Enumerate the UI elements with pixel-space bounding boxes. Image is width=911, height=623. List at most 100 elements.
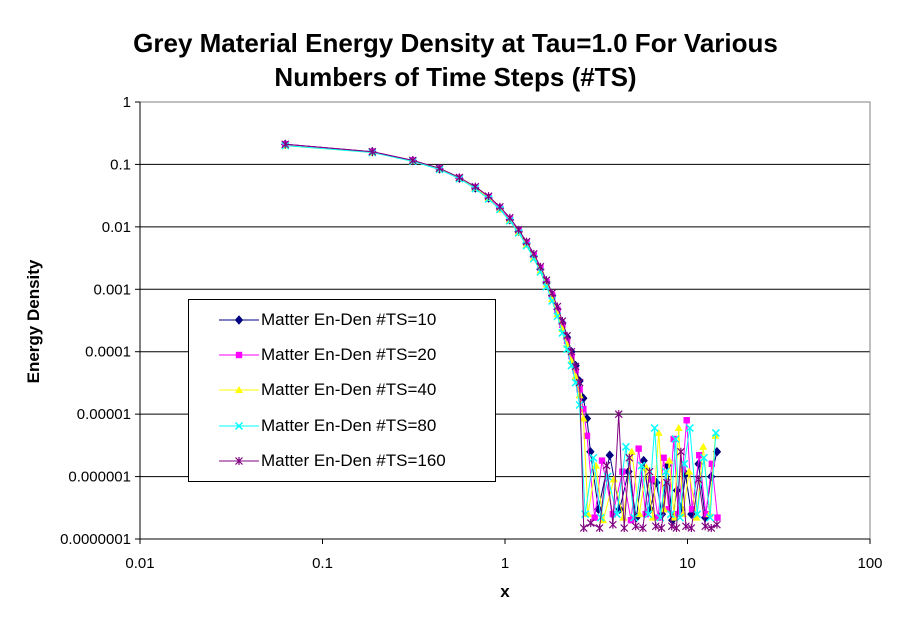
data-point (676, 447, 685, 456)
data-point (657, 524, 666, 533)
data-point (548, 289, 557, 298)
y-axis-title: Energy Density (24, 259, 43, 383)
data-point (714, 514, 721, 521)
data-point (563, 345, 572, 354)
data-point (693, 510, 702, 519)
data-point (708, 460, 716, 468)
series-5 (281, 140, 721, 533)
data-point (536, 262, 545, 271)
data-point (692, 513, 701, 521)
data-point (548, 294, 557, 302)
legend-item: Matter En-Den #TS=160 (189, 450, 495, 472)
data-point (662, 478, 671, 487)
data-point (572, 367, 579, 374)
x-axis-title: x (500, 582, 510, 601)
data-point (591, 461, 600, 469)
data-point (639, 524, 647, 533)
data-point (627, 447, 636, 455)
data-point (687, 524, 696, 533)
data-point (699, 453, 708, 462)
data-point (563, 340, 572, 348)
data-point (522, 237, 531, 246)
y-tick-label: 0.01 (102, 219, 131, 236)
data-point (563, 331, 571, 340)
data-point (660, 454, 667, 461)
data-point (642, 510, 649, 518)
data-point (567, 347, 576, 356)
data-point (591, 514, 598, 521)
data-point (696, 451, 703, 459)
legend-label: Matter En-Den #TS=10 (261, 310, 437, 329)
data-point (598, 457, 606, 464)
data-point (495, 202, 504, 211)
data-point (579, 524, 588, 533)
y-tick-label: 0.000001 (68, 469, 131, 486)
data-point (408, 156, 417, 165)
data-point (368, 147, 377, 156)
data-point (471, 182, 480, 191)
data-point (665, 506, 673, 513)
data-point (707, 524, 716, 533)
data-point (602, 461, 611, 470)
y-tick-label: 0.0000001 (60, 531, 131, 548)
x-tick-label: 0.1 (312, 555, 333, 572)
x-tick-label: 10 (679, 555, 696, 572)
y-tick-label: 1 (123, 94, 131, 111)
data-point (665, 456, 674, 464)
data-point (589, 453, 598, 462)
legend-label: Matter En-Den #TS=80 (261, 416, 437, 435)
legend-swatch (219, 421, 259, 431)
data-point (583, 432, 591, 439)
legend-item: Matter En-Den #TS=20 (189, 344, 495, 366)
data-point (671, 434, 680, 444)
data-point (542, 276, 551, 285)
y-tick-label: 0.00001 (77, 406, 131, 423)
data-point (651, 522, 660, 531)
data-point (685, 467, 694, 475)
data-point (637, 461, 646, 470)
x-tick-label: 0.01 (125, 555, 154, 572)
y-tick-label: 0.0001 (85, 344, 131, 361)
data-point (579, 414, 588, 422)
data-point (567, 356, 576, 364)
data-point (674, 423, 683, 431)
legend-item: Matter En-Den #TS=80 (189, 415, 495, 437)
legend-label: Matter En-Den #TS=160 (261, 451, 446, 470)
data-point (568, 352, 575, 360)
data-point (713, 520, 721, 529)
data-point (455, 173, 464, 182)
data-point (670, 435, 677, 443)
data-point (281, 140, 290, 149)
legend-label: Matter En-Den #TS=40 (261, 380, 437, 399)
data-point (672, 524, 681, 533)
chart-title-line-1: Grey Material Energy Density at Tau=1.0 … (133, 28, 778, 58)
data-point (558, 317, 567, 326)
data-point (553, 302, 562, 311)
data-point (683, 416, 690, 424)
data-point (711, 428, 720, 437)
chart-title: Grey Material Energy Density at Tau=1.0 … (0, 26, 911, 94)
data-point (435, 164, 444, 173)
data-point (571, 372, 580, 380)
data-point (661, 467, 670, 476)
data-point (635, 445, 642, 452)
data-point (609, 475, 618, 483)
data-point (648, 476, 656, 483)
data-point (484, 192, 493, 201)
data-point (608, 520, 617, 529)
data-point (699, 442, 708, 450)
legend-item: Matter En-Den #TS=40 (189, 379, 495, 401)
data-point (650, 423, 659, 433)
legend-item: Matter En-Den #TS=10 (189, 309, 495, 331)
data-point (586, 519, 595, 528)
y-tick-label: 0.001 (93, 281, 131, 298)
axes (135, 101, 871, 544)
data-point (612, 510, 621, 519)
y-tick-label: 0.1 (110, 156, 131, 173)
data-point (694, 475, 703, 484)
data-point (701, 522, 710, 531)
data-point (667, 522, 676, 531)
data-point (706, 513, 715, 522)
data-point (654, 428, 663, 436)
data-point (631, 522, 640, 531)
